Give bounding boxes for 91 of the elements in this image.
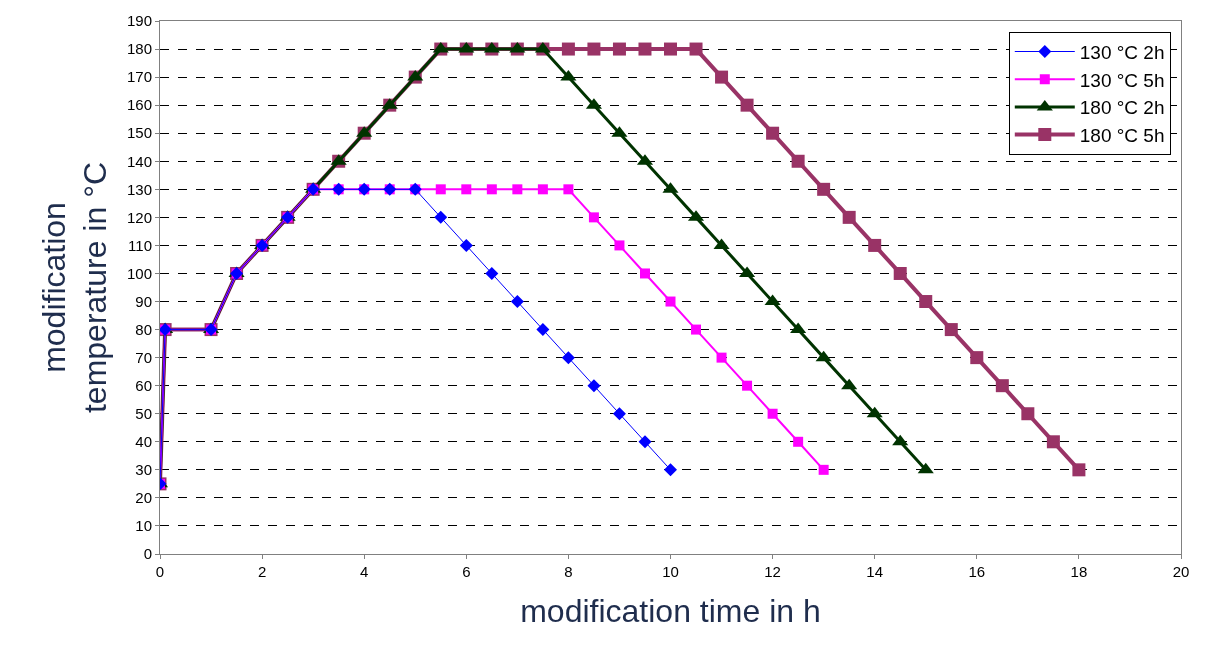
y-tick-label: 120 — [126, 208, 152, 226]
x-tick-label: 18 — [1070, 563, 1088, 580]
y-tick-label: 80 — [135, 320, 152, 338]
y-tick-label: 40 — [135, 433, 152, 451]
point — [995, 379, 1009, 393]
y-axis-title: modification temperature in °C — [35, 161, 114, 414]
x-tick-label: 20 — [1172, 563, 1190, 580]
point — [691, 324, 702, 335]
y-tick-label: 150 — [126, 124, 152, 142]
point — [764, 294, 781, 306]
point — [638, 435, 652, 449]
point — [868, 238, 882, 252]
x-tick-label: 12 — [764, 563, 781, 580]
point — [587, 379, 601, 393]
point — [614, 240, 625, 251]
point — [612, 407, 626, 421]
y-tick-label: 180 — [126, 40, 152, 58]
x-tick-label: 8 — [564, 563, 573, 580]
point — [970, 351, 984, 365]
point — [664, 463, 677, 477]
x-tick-label: 4 — [360, 563, 369, 580]
point — [510, 295, 524, 309]
y-tick-label: 70 — [135, 348, 152, 366]
point — [767, 408, 778, 419]
y-tick-label: 50 — [135, 404, 152, 422]
point — [740, 98, 754, 112]
point — [793, 436, 804, 447]
point — [485, 266, 499, 280]
point — [817, 182, 831, 196]
legend-label: 180 °C 5h — [1079, 125, 1165, 147]
point — [536, 323, 550, 337]
point — [1046, 435, 1060, 449]
point — [742, 380, 753, 391]
point — [815, 350, 832, 362]
point — [664, 42, 677, 56]
point — [435, 184, 446, 195]
point — [486, 184, 497, 195]
y-tick-label: 100 — [126, 264, 152, 282]
legend-label: 180 °C 2h — [1079, 97, 1165, 119]
point — [841, 378, 858, 390]
y-tick-label: 10 — [135, 517, 152, 535]
point — [790, 322, 807, 334]
point — [715, 70, 729, 84]
point — [612, 42, 626, 56]
x-tick-label: 6 — [462, 563, 471, 580]
point — [1021, 407, 1035, 421]
x-axis-title: modification time in h — [520, 592, 821, 629]
point — [459, 238, 473, 252]
y-tick-label: 170 — [126, 68, 152, 86]
x-tick-label: 2 — [257, 563, 267, 580]
point — [512, 184, 523, 195]
point — [665, 296, 676, 307]
point — [587, 42, 601, 56]
point — [638, 42, 652, 56]
point — [689, 42, 703, 56]
y-tick-label: 130 — [126, 180, 152, 198]
point — [461, 184, 472, 195]
point — [537, 184, 548, 195]
point — [892, 434, 909, 446]
point — [818, 464, 829, 475]
x-tick-label: 0 — [155, 563, 165, 580]
x-tick-label: 10 — [662, 563, 679, 580]
point — [944, 323, 958, 337]
y-tick-label: 60 — [135, 376, 152, 394]
point — [588, 212, 599, 223]
x-tick-label: 14 — [866, 563, 884, 580]
point — [893, 266, 907, 280]
point — [866, 406, 883, 418]
point — [842, 210, 856, 224]
y-tick-label: 190 — [126, 12, 152, 30]
x-tick-label: 16 — [968, 563, 986, 580]
point — [766, 126, 780, 140]
y-tick-label: 0 — [143, 545, 152, 563]
y-tick-label: 90 — [135, 292, 152, 310]
point — [563, 184, 574, 195]
point — [434, 210, 448, 224]
point — [917, 462, 934, 474]
point — [1072, 463, 1086, 477]
point — [716, 352, 727, 363]
legend-label: 130 °C 2h — [1079, 41, 1165, 63]
point — [561, 351, 575, 365]
y-tick-label: 140 — [126, 152, 152, 170]
y-tick-label: 30 — [135, 461, 152, 479]
legend-label: 130 °C 5h — [1079, 69, 1165, 91]
point — [561, 42, 575, 56]
point — [919, 295, 933, 309]
y-tick-label: 160 — [126, 96, 152, 114]
point — [639, 268, 650, 279]
y-tick-label: 110 — [128, 236, 152, 254]
y-tick-label: 20 — [135, 489, 152, 507]
point — [791, 154, 805, 168]
